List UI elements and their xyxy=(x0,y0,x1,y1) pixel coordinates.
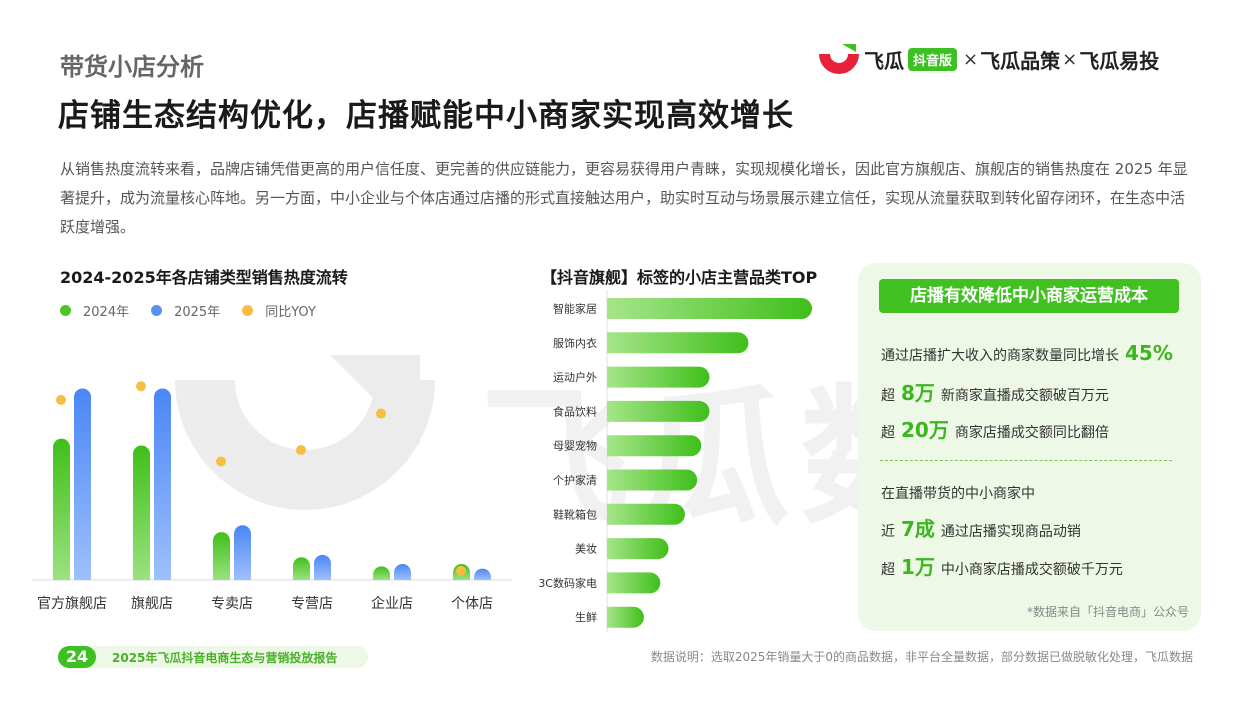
x-tick-label: 旗舰店 xyxy=(131,596,173,612)
y-tick-label: 服饰内衣 xyxy=(553,336,597,350)
y-tick-label: 食品饮料 xyxy=(553,404,597,418)
x-tick-label: 官方旗舰店 xyxy=(37,596,107,612)
y-tick-label: 生鲜 xyxy=(575,610,597,624)
bar-2024 xyxy=(293,557,310,580)
brand-badge: 抖音版 xyxy=(908,47,958,71)
legend-label: 2025年 xyxy=(174,305,221,320)
stat-number: 45% xyxy=(1125,341,1173,365)
stat-text: 超 xyxy=(881,562,895,578)
stat-text: 通过店播扩大收入的商家数量同比增长 xyxy=(881,348,1119,364)
stat-text: 通过店播实现商品动销 xyxy=(940,524,1081,540)
category-bar xyxy=(607,469,698,491)
stat-text: 超 xyxy=(881,425,895,441)
yoy-point xyxy=(216,456,226,467)
category-bar xyxy=(607,366,710,388)
section-title: 带货小店分析 xyxy=(60,53,204,81)
legend-item: 2024年 xyxy=(60,301,129,320)
stat-number: 8万 xyxy=(901,381,935,405)
brand-feigua: 飞瓜 xyxy=(864,48,904,73)
bar-2025 xyxy=(74,388,91,580)
page-number: 24 xyxy=(58,646,96,668)
category-bar xyxy=(607,538,669,560)
page-headline: 店铺生态结构优化，店播赋能中小商家实现高效增长 xyxy=(58,98,794,134)
y-tick-label: 个护家清 xyxy=(553,473,597,487)
page-tag: 24 2025年飞瓜抖音电商生态与营销投放报告 xyxy=(58,646,368,668)
brand-separator: × xyxy=(963,48,979,70)
report-name: 2025年飞瓜抖音电商生态与营销投放报告 xyxy=(112,650,338,665)
category-bar xyxy=(607,298,812,319)
x-tick-label: 个体店 xyxy=(451,596,493,612)
data-footnote: 数据说明：选取2025年销量大于0的商品数据，非平台全量数据，部分数据已做脱敏化… xyxy=(650,650,1193,664)
yoy-point xyxy=(456,565,466,576)
stat-text: 中小商家店播成交额破千万元 xyxy=(940,562,1123,578)
bar-2024 xyxy=(373,566,390,580)
bar-2024 xyxy=(53,438,70,580)
y-tick-label: 美妆 xyxy=(575,543,597,556)
legend-item: 2025年 xyxy=(151,301,220,320)
stat-text: 近 xyxy=(881,524,895,540)
stat-number: 7成 xyxy=(901,517,935,541)
bar-2025 xyxy=(314,554,331,580)
y-tick-label: 运动户外 xyxy=(553,370,597,384)
insight-panel: 店播有效降低中小商家运营成本 通过店播扩大收入的商家数量同比增长 45% 超 8… xyxy=(858,263,1201,631)
legend-label: 2024年 xyxy=(83,305,130,320)
yoy-point xyxy=(376,408,386,419)
bar-2025 xyxy=(474,568,491,580)
stat-line: 通过店播扩大收入的商家数量同比增长 45% xyxy=(881,341,1179,365)
bar-2024 xyxy=(133,445,150,580)
legend-item: 同比YOY xyxy=(242,301,316,320)
stat-number: 20万 xyxy=(901,418,949,442)
brand-bar: 飞瓜 抖音版 × 飞瓜品策 × 飞瓜易投 xyxy=(818,42,1159,76)
store-chart-legend: 2024年 2025年 同比YOY xyxy=(60,301,338,320)
legend-label: 同比YOY xyxy=(265,305,316,320)
yoy-point xyxy=(136,381,146,392)
x-tick-label: 专卖店 xyxy=(211,596,253,612)
intro-paragraph: 从销售热度流转来看，品牌店铺凭借更高的用户信任度、更完善的供应链能力，更容易获得… xyxy=(60,160,1188,236)
stat-text: 超 xyxy=(881,388,895,404)
x-tick-label: 专营店 xyxy=(291,596,333,612)
stat-line: 近 7成 通过店播实现商品动销 xyxy=(881,513,1081,542)
stat-line: 超 1万 中小商家店播成交额破千万元 xyxy=(881,551,1123,580)
panel-source-note: *数据来自「抖音电商」公众号 xyxy=(1026,605,1189,619)
category-bar xyxy=(607,435,702,457)
y-tick-label: 3C数码家电 xyxy=(538,576,597,590)
brand-separator: × xyxy=(1062,48,1078,70)
y-tick-label: 母婴宠物 xyxy=(553,439,597,453)
stat-text: 新商家直播成交额破百万元 xyxy=(940,388,1109,404)
stat-number: 1万 xyxy=(901,555,935,579)
y-tick-label: 鞋靴箱包 xyxy=(553,507,597,521)
bar-2025 xyxy=(154,388,171,580)
panel-divider xyxy=(880,460,1172,461)
stat-line: 超 8万 新商家直播成交额破百万元 xyxy=(881,377,1109,406)
yoy-point xyxy=(56,394,66,405)
legend-swatch xyxy=(151,305,163,316)
feigua-logo-icon xyxy=(819,44,859,74)
category-bar xyxy=(607,332,749,354)
bar-2025 xyxy=(234,525,251,580)
stat-text: 在直播带货的中小商家中 xyxy=(881,486,1035,502)
category-chart-title: 【抖音旗舰】标签的小店主营品类TOP xyxy=(541,268,818,287)
stat-text: 商家店播成交额同比翻倍 xyxy=(954,425,1109,441)
yoy-point xyxy=(296,445,306,456)
bar-2025 xyxy=(394,564,411,580)
stat-line: 超 20万 商家店播成交额同比翻倍 xyxy=(881,414,1109,443)
brand-yitou: 飞瓜易投 xyxy=(1079,48,1160,73)
category-bar xyxy=(607,606,644,628)
store-chart-title: 2024-2025年各店铺类型销售热度流转 xyxy=(60,268,348,287)
category-bar xyxy=(607,572,661,594)
legend-swatch xyxy=(242,305,254,316)
panel-title: 店播有效降低中小商家运营成本 xyxy=(879,279,1179,313)
category-bar xyxy=(607,503,685,525)
x-tick-label: 企业店 xyxy=(371,595,413,612)
bar-2024 xyxy=(213,532,230,580)
legend-swatch xyxy=(60,305,71,316)
y-tick-label: 智能家居 xyxy=(553,302,597,316)
stat-line: 在直播带货的中小商家中 xyxy=(881,483,1035,503)
category-bar xyxy=(607,400,710,422)
brand-pince: 飞瓜品策 xyxy=(980,48,1061,73)
